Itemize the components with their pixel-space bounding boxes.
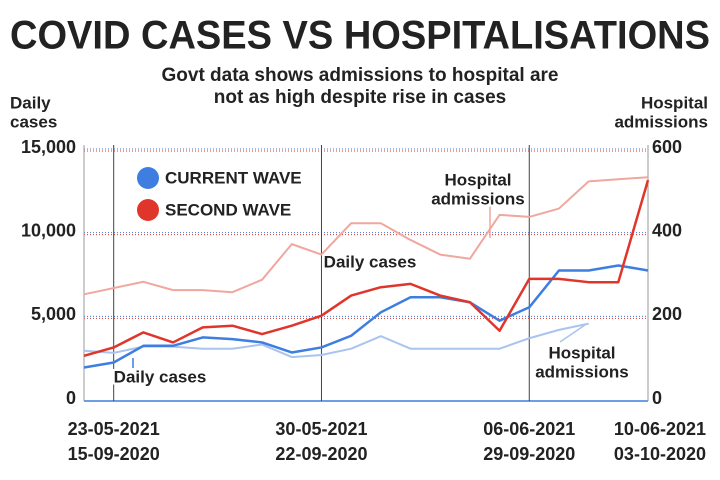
y2-axis-label: admissions	[614, 112, 708, 131]
annotation: Hospital	[548, 343, 615, 362]
legend-label: CURRENT WAVE	[165, 168, 302, 187]
x-tick-label: 15-09-2020	[68, 444, 160, 464]
chart-title: COVID CASES VS HOSPITALISATIONS	[10, 14, 710, 58]
y-tick-label: 5,000	[31, 304, 76, 324]
y-tick-label: 10,000	[21, 220, 76, 240]
y2-tick-label: 200	[652, 304, 682, 324]
x-tick-label: 10-06-2021	[614, 419, 706, 439]
y2-axis-label: Hospital	[641, 93, 708, 112]
x-tick-label: 23-05-2021	[68, 419, 160, 439]
y2-tick-label: 600	[652, 137, 682, 157]
x-tick-label: 03-10-2020	[614, 444, 706, 464]
y-axis-label: cases	[10, 112, 57, 131]
annotation: admissions	[431, 189, 525, 208]
annotation: Hospital	[444, 170, 511, 189]
y-tick-label: 0	[66, 388, 76, 408]
legend-marker	[137, 167, 159, 189]
legend-label: SECOND WAVE	[165, 200, 291, 219]
annotation: Daily cases	[114, 367, 207, 386]
legend-marker	[137, 199, 159, 221]
y2-tick-label: 0	[652, 388, 662, 408]
subtitle: not as high despite rise in cases	[214, 87, 507, 108]
x-tick-label: 29-09-2020	[483, 444, 575, 464]
series-line	[83, 264, 649, 369]
series-line	[83, 179, 650, 358]
y-axis-label: Daily	[10, 93, 51, 112]
annotation: Daily cases	[324, 252, 417, 271]
x-tick-label: 30-05-2021	[275, 419, 367, 439]
subtitle: Govt data shows admissions to hospital a…	[162, 65, 559, 86]
x-tick-label: 06-06-2021	[483, 419, 575, 439]
annotation: admissions	[535, 362, 629, 381]
annotation-leader	[559, 324, 586, 343]
y-tick-label: 15,000	[21, 137, 76, 157]
x-tick-label: 22-09-2020	[275, 444, 367, 464]
series-line	[83, 176, 649, 296]
y2-tick-label: 400	[652, 220, 682, 240]
